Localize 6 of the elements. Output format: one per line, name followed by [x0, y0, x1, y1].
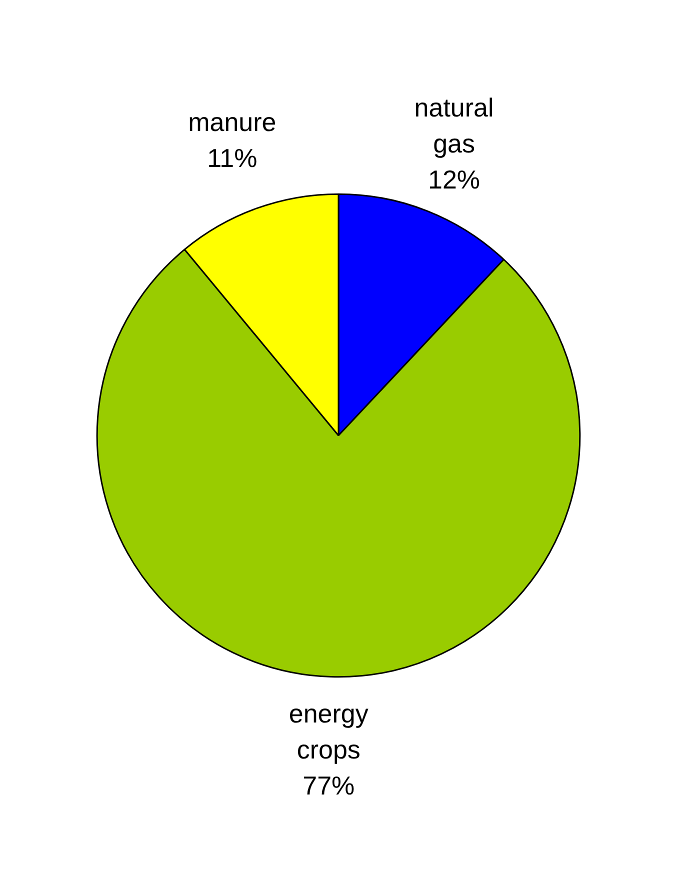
slice-label: manure — [188, 106, 276, 137]
slice-label: energy crops — [288, 698, 368, 765]
data-label: 12% — [428, 164, 480, 194]
slice-label: natural gas — [414, 92, 494, 158]
data-label: 77% — [302, 770, 355, 801]
data-label: 11% — [207, 142, 258, 173]
